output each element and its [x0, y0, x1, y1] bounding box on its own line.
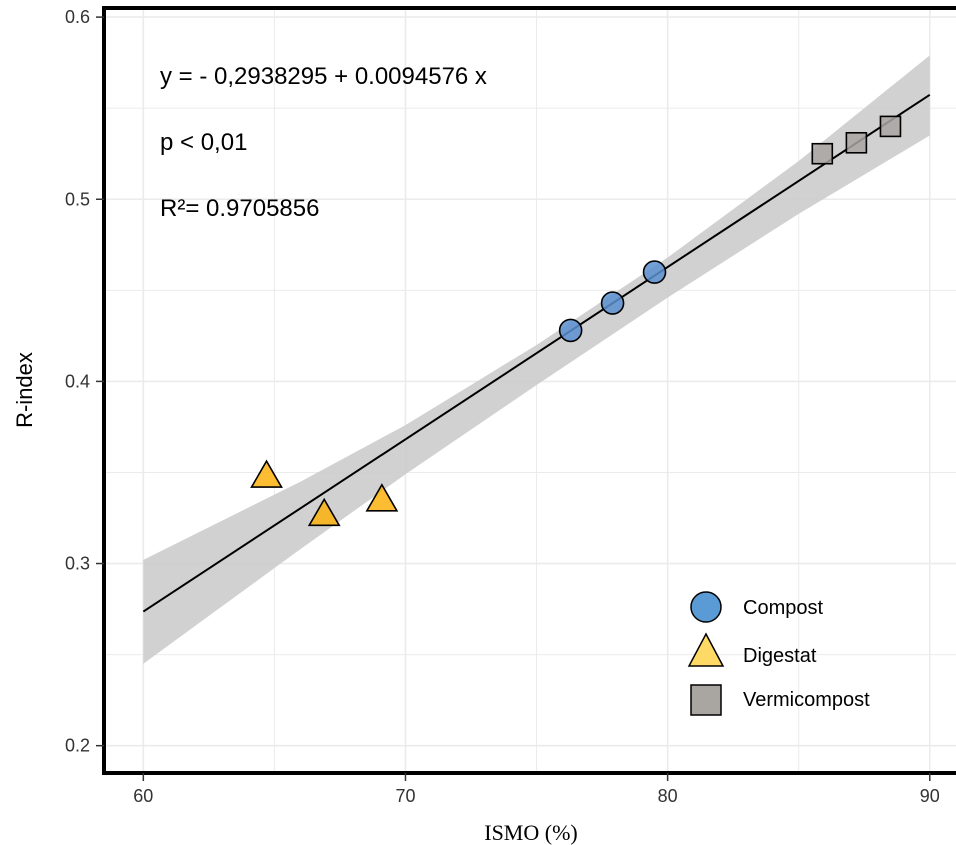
tick-labels: 60 70 80 90 0.2 0.3 0.4 0.5 0.6: [65, 7, 940, 806]
data-point-digestat: [250, 459, 283, 488]
x-tick-label: 80: [658, 786, 678, 806]
y-axis-title: R-index: [12, 352, 37, 428]
legend-label-vermicompost: Vermicompost: [743, 689, 870, 711]
y-tick-label: 0.4: [65, 371, 90, 391]
axes: [96, 6, 956, 781]
data-point-compost: [600, 291, 625, 315]
y-tick-label: 0.6: [65, 7, 90, 27]
data-point-vermicompost: [845, 131, 868, 154]
p-value-annotation: p < 0,01: [160, 129, 247, 156]
y-tick-label: 0.2: [65, 736, 90, 756]
x-tick-label: 70: [395, 786, 415, 806]
x-tick-label: 60: [133, 786, 153, 806]
grid-lines: [104, 8, 956, 773]
x-axis-title: ISMO (%): [484, 820, 578, 845]
data-point-digestat: [365, 483, 399, 512]
y-tick-label: 0.3: [65, 554, 90, 574]
y-tick-label: 0.5: [65, 189, 90, 209]
data-point-vermicompost: [879, 115, 902, 138]
regression-line: [142, 93, 931, 613]
r-squared-annotation: R²= 0.9705856: [160, 195, 319, 222]
data-point-compost: [642, 260, 667, 284]
confidence-band-layer: [143, 55, 930, 664]
data-point-compost: [558, 318, 583, 343]
regression-line-layer: [142, 93, 931, 613]
legend-label-compost: Compost: [743, 597, 823, 619]
confidence-band: [143, 55, 930, 664]
legend: Compost Digestat Vermicompost: [687, 591, 870, 716]
legend-label-digestat: Digestat: [743, 645, 817, 667]
legend-vermicompost-square-icon: [690, 684, 722, 716]
legend-digestat-triangle-icon: [687, 632, 725, 667]
x-tick-label: 90: [920, 786, 940, 806]
regression-equation: y = - 0,2938295 + 0.0094576 x: [160, 63, 487, 90]
data-point-digestat: [307, 497, 341, 527]
data-point-vermicompost: [811, 142, 834, 165]
legend-compost-circle-icon: [690, 591, 722, 623]
data-points-layer: [250, 115, 902, 527]
